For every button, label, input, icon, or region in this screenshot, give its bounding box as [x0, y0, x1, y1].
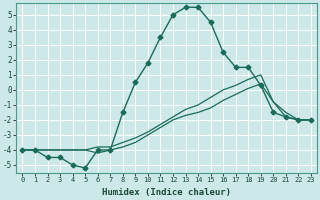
X-axis label: Humidex (Indice chaleur): Humidex (Indice chaleur)	[102, 188, 231, 197]
